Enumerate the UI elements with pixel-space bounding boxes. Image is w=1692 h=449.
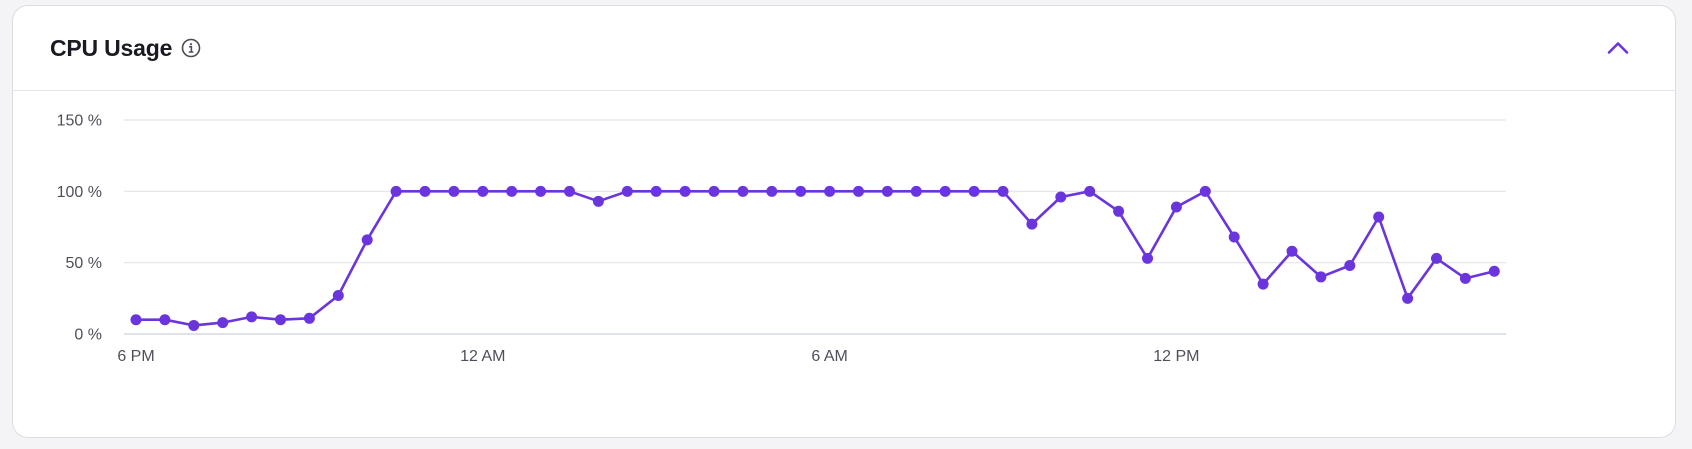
data-point[interactable] [361, 234, 373, 246]
data-point[interactable] [1431, 252, 1442, 264]
data-point[interactable] [506, 185, 518, 197]
data-point[interactable] [795, 185, 807, 197]
data-point[interactable] [679, 185, 691, 197]
data-point[interactable] [997, 185, 1009, 197]
data-point[interactable] [824, 185, 836, 197]
data-point[interactable] [650, 185, 662, 197]
data-point[interactable] [1142, 252, 1153, 264]
data-point[interactable] [1228, 231, 1240, 243]
data-point[interactable] [621, 185, 633, 197]
data-point[interactable] [910, 185, 922, 197]
data-point[interactable] [853, 185, 864, 197]
data-point[interactable] [303, 312, 315, 324]
data-point[interactable] [1402, 292, 1414, 304]
data-point[interactable] [1026, 218, 1038, 230]
chevron-up-icon [1607, 42, 1629, 54]
data-point[interactable] [275, 314, 286, 326]
data-point[interactable] [1373, 211, 1385, 223]
y-tick-label: 150 % [57, 113, 102, 130]
data-point[interactable] [159, 314, 171, 326]
cpu-usage-card: CPU Usage 0 % 50 % 100 % 150 % 6 PM 12 AM 6 AM… [12, 5, 1676, 438]
data-point[interactable] [419, 185, 431, 197]
series-line [134, 190, 1496, 327]
data-point[interactable] [1199, 185, 1211, 197]
data-point[interactable] [188, 319, 200, 331]
data-point[interactable] [1286, 245, 1298, 257]
data-point[interactable] [968, 185, 980, 197]
collapse-button[interactable] [1603, 33, 1633, 63]
card-title: CPU Usage [50, 34, 173, 61]
data-point[interactable] [130, 314, 142, 326]
data-point[interactable] [535, 185, 547, 197]
y-tick-label: 50 % [66, 255, 102, 272]
y-tick-label: 0 % [74, 327, 102, 344]
data-point[interactable] [1257, 278, 1269, 290]
info-icon[interactable] [181, 38, 201, 58]
data-point[interactable] [737, 185, 749, 197]
x-tick-label: 6 AM [811, 348, 847, 365]
y-tick-label: 100 % [57, 184, 102, 201]
cpu-usage-chart: 0 % 50 % 100 % 150 % 6 PM 12 AM 6 AM 12 PM [57, 113, 1506, 365]
data-point[interactable] [564, 185, 575, 197]
x-tick-label: 12 AM [460, 348, 505, 365]
data-point[interactable] [766, 185, 778, 197]
data-point[interactable] [1344, 260, 1356, 272]
data-point[interactable] [448, 185, 460, 197]
card-header: CPU Usage [13, 6, 1675, 91]
data-point[interactable] [390, 185, 402, 197]
data-point[interactable] [217, 317, 229, 329]
data-point[interactable] [939, 185, 951, 197]
data-point[interactable] [1459, 272, 1471, 284]
data-point[interactable] [708, 185, 720, 197]
data-point[interactable] [1113, 205, 1125, 217]
data-point[interactable] [592, 195, 604, 207]
data-point[interactable] [1488, 265, 1500, 277]
data-point[interactable] [1170, 201, 1182, 213]
x-tick-label: 12 PM [1153, 348, 1199, 365]
data-point[interactable] [1315, 271, 1327, 283]
data-point[interactable] [246, 311, 258, 323]
x-tick-label: 6 PM [117, 348, 154, 365]
data-point[interactable] [332, 289, 344, 301]
data-point[interactable] [881, 185, 893, 197]
data-point[interactable] [477, 185, 489, 197]
data-point[interactable] [1055, 191, 1067, 203]
data-point[interactable] [1084, 185, 1096, 197]
